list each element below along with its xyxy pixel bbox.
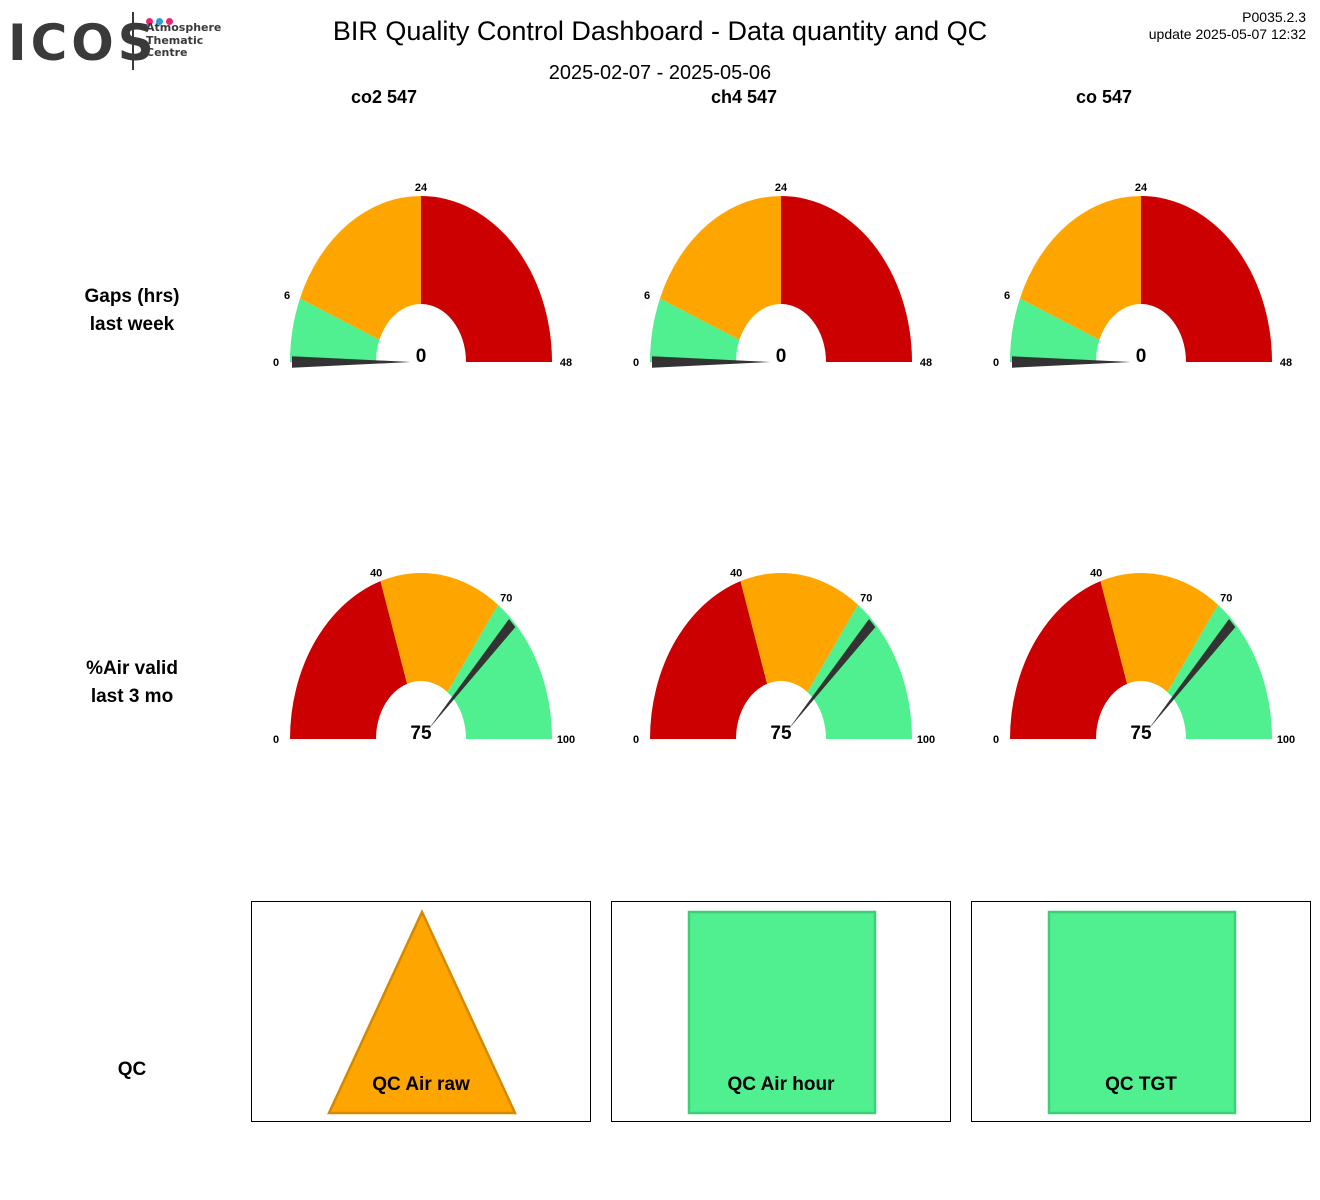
gauge-tick-label-gaps-ch4-0: 0	[633, 357, 639, 369]
qc-shape-air-hour	[687, 910, 877, 1115]
logo-sub-line-1: Atmosphere	[146, 21, 222, 34]
gauge-tick-label-gaps-ch4-48: 48	[920, 357, 932, 369]
gauge-band-air-co-orange	[1100, 573, 1218, 693]
logo-wordmark: ICOS	[8, 14, 158, 72]
row-label-air-line-1: %Air valid	[86, 658, 178, 679]
gauge-tick-label-air-co2-70: 70	[500, 592, 512, 604]
gauge-band-gaps-co-green	[1010, 298, 1100, 362]
qc-box-tgt: QC TGT	[971, 901, 1311, 1122]
logo-dot-1	[146, 18, 153, 25]
gauge-needle-air-co2	[428, 619, 516, 730]
gauge-band-air-co-red	[1010, 581, 1128, 739]
logo-dot-3	[166, 18, 173, 25]
gauge-value-gaps-ch4: 0	[776, 346, 787, 367]
gauge-tick-label-gaps-co-6: 6	[1004, 290, 1010, 302]
gauge-tick-label-gaps-co-24: 24	[1135, 182, 1148, 194]
gauge-charts: 0 6 24 48 0 0 6 24 48 0 0 6 24 48 0 0 40 70 100 75 0 40 70 100 7…	[273, 182, 1295, 746]
qc-box-air-hour: QC Air hour	[611, 901, 951, 1122]
row-label-qc: QC	[117, 1059, 147, 1080]
gauge-tick-label-air-co-100: 100	[1277, 734, 1295, 746]
gauge-tick-label-air-co2-100: 100	[557, 734, 575, 746]
gauge-tick-label-air-co2-40: 40	[370, 568, 382, 580]
column-header-co: co 547	[1075, 87, 1133, 107]
gauge-tick-label-air-co-40: 40	[1090, 568, 1102, 580]
gauge-value-air-ch4: 75	[770, 723, 792, 744]
version-number: P0035.2.3	[1242, 9, 1306, 25]
gauge-tick-label-gaps-ch4-24: 24	[775, 182, 788, 194]
column-header-ch4: ch4 547	[710, 87, 778, 107]
gauge-band-air-co-green	[1167, 604, 1272, 739]
update-timestamp: update 2025-05-07 12:32	[1148, 26, 1306, 42]
gauge-needle-air-co	[1148, 619, 1236, 730]
gauge-tick-label-air-co-70: 70	[1220, 592, 1232, 604]
gauge-band-gaps-ch4-green	[650, 298, 740, 362]
qc-label-air-hour: QC Air hour	[727, 1074, 835, 1095]
logo-dots	[146, 12, 176, 25]
row-label-gaps-line-2: last week	[89, 314, 175, 335]
row-label-air-line-2: last 3 mo	[90, 686, 174, 707]
gauge-value-air-co: 75	[1130, 723, 1152, 744]
gauge-needle-gaps-co	[1012, 356, 1131, 368]
logo-sub-line-2: Thematic	[146, 33, 204, 47]
gauge-tick-label-gaps-co-0: 0	[993, 357, 999, 369]
gauge-band-gaps-co2-red	[421, 196, 552, 362]
logo-divider	[132, 12, 134, 70]
qc-shape-air-raw	[327, 909, 517, 1115]
gauge-band-air-co2-orange	[380, 572, 498, 693]
gauge-tick-label-air-ch4-100: 100	[917, 734, 935, 746]
gauge-value-air-co2: 75	[410, 723, 432, 744]
qc-label-air-raw: QC Air raw	[372, 1074, 470, 1095]
gauge-tick-label-air-co2-0: 0	[273, 734, 279, 746]
gauge-band-air-ch4-orange	[740, 573, 858, 693]
gauge-band-gaps-ch4-red	[781, 196, 912, 362]
gauge-band-gaps-co2-green	[290, 298, 380, 362]
gauge-band-gaps-co-orange	[1019, 196, 1141, 340]
qc-label-tgt: QC TGT	[1105, 1074, 1177, 1095]
gauge-tick-label-gaps-co2-48: 48	[560, 357, 572, 369]
gauge-value-gaps-co2: 0	[416, 346, 427, 367]
row-label-gaps: Gaps (hrs) last week	[32, 283, 232, 339]
gauge-band-air-co2-green	[447, 604, 552, 739]
gauge-band-gaps-co-red	[1141, 196, 1272, 362]
gauge-tick-label-air-ch4-40: 40	[730, 568, 742, 580]
gauge-band-air-ch4-green	[807, 604, 912, 739]
gauge-value-gaps-co: 0	[1136, 346, 1147, 367]
row-label-gaps-line-1: Gaps (hrs)	[84, 286, 180, 307]
column-header-co2: co2 547	[350, 87, 418, 107]
gauge-tick-label-gaps-co2-0: 0	[273, 357, 279, 369]
row-label-air-valid: %Air valid last 3 mo	[32, 655, 232, 711]
gauge-tick-label-air-ch4-0: 0	[633, 734, 639, 746]
gauge-tick-label-gaps-co2-6: 6	[284, 290, 290, 302]
gauge-tick-label-gaps-ch4-6: 6	[644, 290, 650, 302]
gauge-needle-gaps-ch4	[652, 356, 771, 368]
qc-box-air-raw: QC Air raw	[251, 901, 591, 1122]
date-range: 2025-02-07 - 2025-05-06	[548, 62, 772, 84]
page-title: BIR Quality Control Dashboard - Data qua…	[332, 16, 988, 46]
logo-subtitle: Atmosphere Thematic Centre	[146, 21, 222, 60]
version-info: P0035.2.3 update 2025-05-07 12:32	[1149, 9, 1306, 43]
gauge-tick-label-gaps-co2-24: 24	[415, 182, 428, 194]
qc-shape-tgt	[1047, 910, 1237, 1115]
gauge-needle-air-ch4	[788, 619, 876, 730]
icos-logo: ICOS Atmosphere Thematic Centre	[6, 10, 226, 76]
gauge-tick-label-gaps-co-48: 48	[1280, 357, 1292, 369]
gauge-band-gaps-co2-orange	[299, 196, 421, 340]
logo-dot-2	[156, 18, 163, 25]
gauge-band-air-co2-red	[290, 581, 408, 739]
gauge-tick-label-air-co-0: 0	[993, 734, 999, 746]
logo-sub-line-3: Centre	[146, 46, 188, 59]
gauge-needle-gaps-co2	[292, 356, 411, 368]
gauge-band-gaps-ch4-orange	[659, 196, 781, 340]
gauge-band-air-ch4-red	[650, 581, 768, 739]
gauge-tick-label-air-ch4-70: 70	[860, 592, 872, 604]
